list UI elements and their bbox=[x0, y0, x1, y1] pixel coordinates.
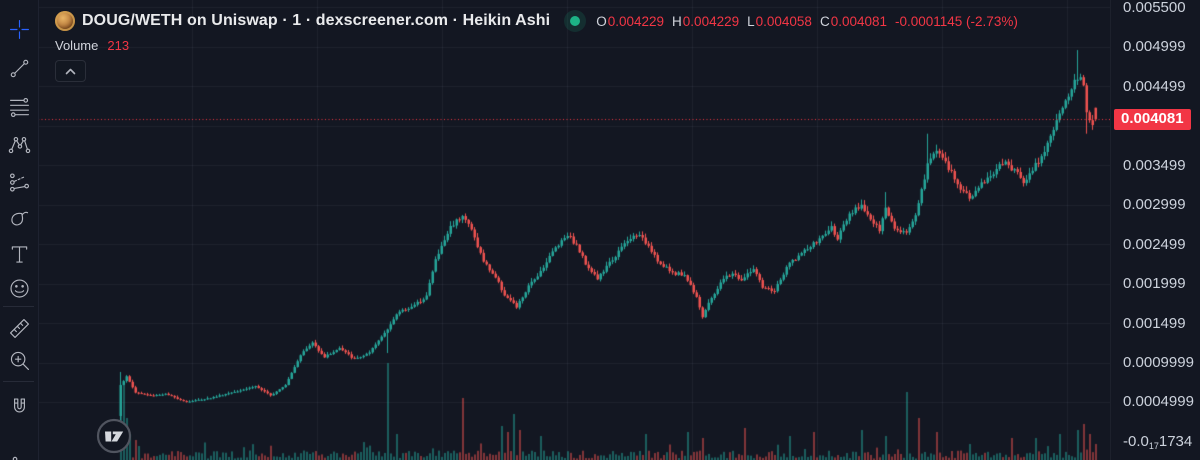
legend-symbol-row[interactable]: DOUG/WETH on Uniswap · 1 · dexscreener.c… bbox=[55, 9, 1018, 33]
ruler-tool-button[interactable] bbox=[3, 312, 35, 344]
fib-retracement-icon bbox=[9, 97, 29, 117]
high-label: H bbox=[672, 13, 682, 29]
volume-value: 213 bbox=[107, 38, 130, 53]
fib-retracement-tool-button[interactable] bbox=[3, 91, 35, 123]
xabcd-pattern-icon bbox=[8, 136, 30, 153]
last-price-badge: 0.004081 bbox=[1114, 108, 1191, 130]
price-axis-label: 0.004999 bbox=[1123, 38, 1186, 56]
zoom-in-icon bbox=[10, 351, 29, 370]
price-axis-label: 0.005500 bbox=[1123, 0, 1186, 16]
open-value: 0.004229 bbox=[607, 13, 665, 29]
close-label: C bbox=[819, 13, 830, 29]
partial-tool-icon bbox=[12, 456, 17, 460]
close-value: 0.004081 bbox=[830, 13, 887, 29]
trend-line-tool-button[interactable] bbox=[3, 52, 35, 84]
forecast-tool-button[interactable] bbox=[3, 166, 35, 198]
price-axis-label: 0.0009999 bbox=[1123, 354, 1194, 371]
low-value: 0.004058 bbox=[755, 13, 812, 29]
toolbar-divider bbox=[3, 306, 34, 307]
high-value: 0.004229 bbox=[682, 13, 740, 29]
price-chart-canvas[interactable] bbox=[38, 0, 1110, 460]
chart-legend: DOUG/WETH on Uniswap · 1 · dexscreener.c… bbox=[55, 9, 1018, 82]
text-tool-button[interactable] bbox=[3, 238, 35, 270]
price-axis-label: 0.0004999 bbox=[1123, 393, 1194, 411]
price-axis-label: 0.002499 bbox=[1123, 235, 1186, 253]
volume-indicator-row: Volume 213 bbox=[55, 38, 1018, 53]
ohlc-values: O 0.004229 H 0.004229 L 0.004058 C 0.004081 … bbox=[596, 14, 1018, 29]
drawing-toolbar bbox=[0, 0, 39, 460]
emoji-icon bbox=[9, 278, 29, 298]
change-value: -0.0001145 (-2.73%) bbox=[895, 13, 1018, 29]
partial-tool-button[interactable] bbox=[3, 448, 35, 460]
price-axis[interactable]: 0.004081 0.005500 0.004999 0.004499 0.00349… bbox=[1110, 0, 1200, 460]
price-axis-label: 0.003499 bbox=[1123, 156, 1186, 174]
zoom-in-tool-button[interactable] bbox=[3, 344, 35, 376]
open-label: O bbox=[596, 13, 607, 29]
tradingview-logo-icon bbox=[96, 418, 132, 454]
volume-label: Volume bbox=[55, 38, 99, 53]
forecast-icon bbox=[9, 172, 29, 192]
chart-pane: DOUG/WETH on Uniswap · 1 · dexscreener.c… bbox=[38, 0, 1110, 460]
price-axis-label: 0.002999 bbox=[1123, 196, 1186, 214]
xabcd-pattern-tool-button[interactable] bbox=[3, 129, 35, 161]
pair-title[interactable]: DOUG/WETH on Uniswap · 1 · dexscreener.c… bbox=[82, 12, 551, 29]
magnet-tool-button[interactable] bbox=[3, 391, 35, 423]
market-status-badge bbox=[564, 10, 587, 32]
brush-icon bbox=[10, 211, 28, 226]
crosshair-tool-button[interactable] bbox=[3, 13, 35, 45]
ruler-icon bbox=[9, 318, 29, 338]
price-axis-zero-label: -0.0171734 bbox=[1123, 432, 1193, 451]
price-axis-label: 0.001999 bbox=[1123, 275, 1186, 293]
chevron-up-icon bbox=[65, 68, 76, 74]
price-axis-label: 0.001499 bbox=[1123, 314, 1186, 332]
crosshair-icon bbox=[9, 19, 29, 39]
trend-line-icon bbox=[10, 59, 28, 77]
price-axis-label: 0.004499 bbox=[1123, 77, 1186, 95]
low-label: L bbox=[747, 13, 755, 29]
emoji-tool-button[interactable] bbox=[3, 272, 35, 304]
text-icon bbox=[11, 245, 27, 263]
tradingview-logo[interactable] bbox=[96, 418, 132, 454]
magnet-icon bbox=[13, 397, 25, 412]
toolbar-divider bbox=[3, 381, 34, 382]
pair-coin-icon bbox=[55, 11, 75, 31]
legend-collapse-button[interactable] bbox=[55, 60, 86, 82]
brush-tool-button[interactable] bbox=[3, 202, 35, 234]
live-status-dot-icon bbox=[570, 16, 581, 26]
